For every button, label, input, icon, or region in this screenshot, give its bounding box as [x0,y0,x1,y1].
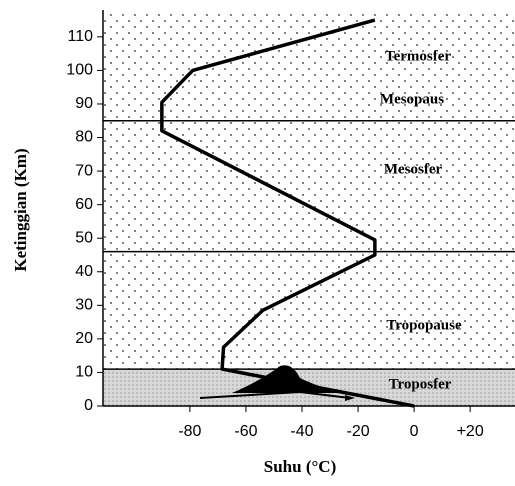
layer-label: Troposfer [389,376,452,392]
x-axis-title: Suhu (°C) [264,457,336,476]
arrow-head [345,395,355,401]
y-tick-label: 50 [75,229,93,246]
layer-label: Mesopaus [380,91,444,107]
y-axis-title: Ketinggian (Km) [11,148,30,271]
layer-label: Tropopause [386,317,462,333]
y-tick-label: 80 [75,129,93,146]
y-tick-label: 110 [67,28,93,45]
y-tick-label: 90 [75,95,93,112]
y-tick-label: 30 [75,297,93,314]
y-tick-label: 70 [75,162,93,179]
x-tick-label: -80 [178,423,201,440]
layer-band [103,251,515,370]
x-tick-label: -60 [234,423,257,440]
x-tick-label: -20 [346,423,369,440]
y-tick-label: 10 [75,364,93,381]
x-tick-label: 0 [410,423,419,440]
layer-band [103,10,515,121]
y-tick-label: 0 [84,397,93,414]
layer-label: Termosfer [385,48,451,64]
temperature-line [160,18,415,408]
y-tick-label: 60 [75,196,93,213]
x-tick-label: -40 [290,423,313,440]
y-tick-label: 100 [66,62,93,79]
layer-label: Mesosfer [384,161,443,177]
x-tick-label: +20 [457,423,484,440]
y-tick-label: 20 [75,330,93,347]
y-tick-label: 40 [75,263,93,280]
layer-band [103,120,515,252]
